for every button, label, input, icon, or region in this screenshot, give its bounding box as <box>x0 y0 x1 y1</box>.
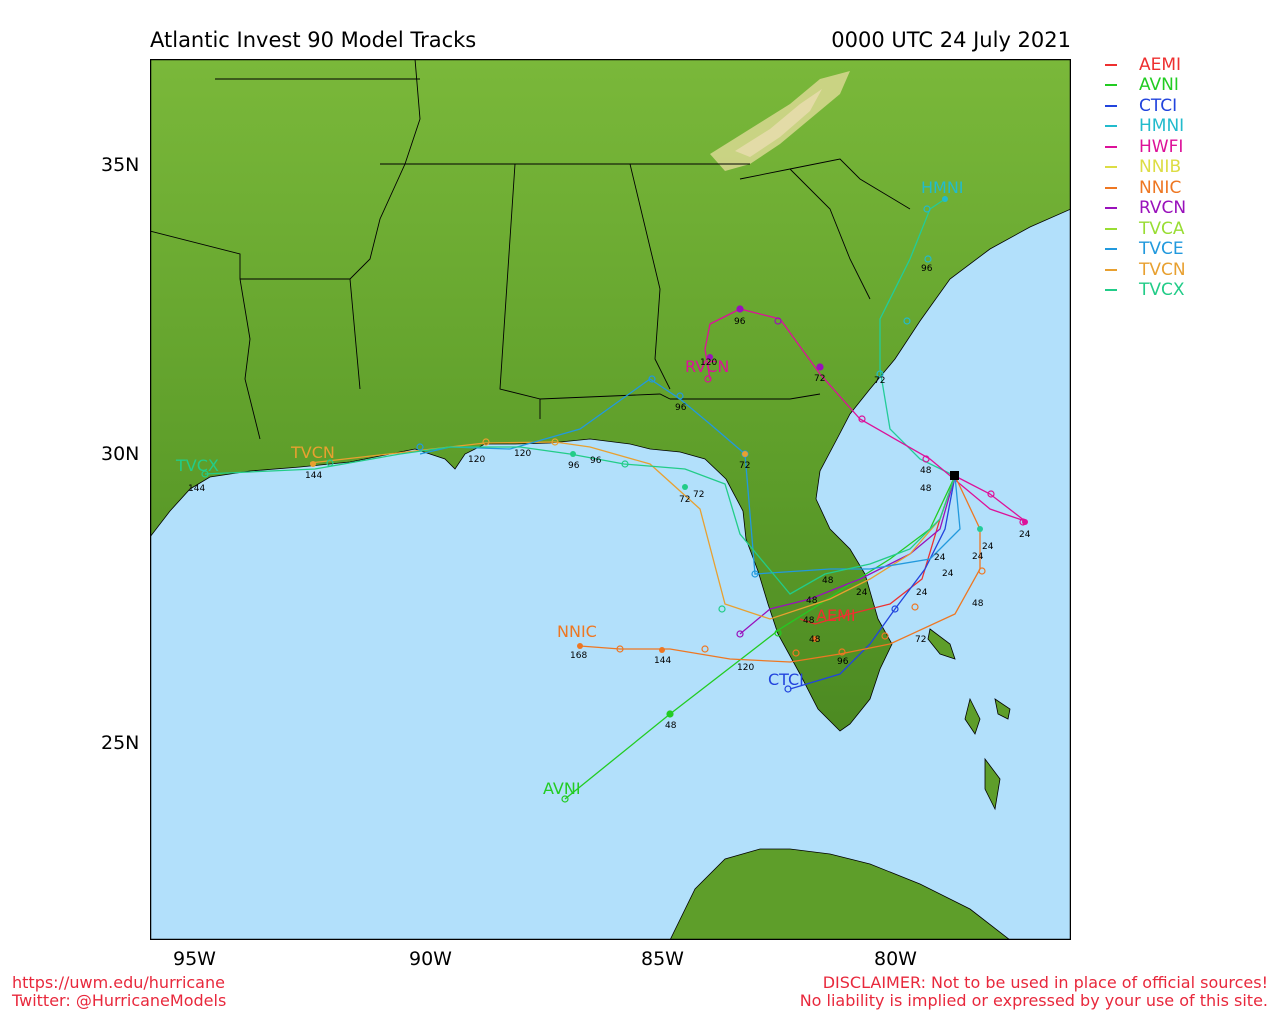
hour-label: 144 <box>305 471 323 481</box>
hour-label: 72 <box>739 461 751 471</box>
hour-label: 48 <box>806 596 818 606</box>
hour-label: 24 <box>856 588 868 598</box>
y-tick-25n: 25N <box>101 732 140 754</box>
label-ctci: CTCI <box>768 670 804 689</box>
track-ctci <box>789 475 956 690</box>
land-bahamas <box>927 628 1011 811</box>
hour-label: 24 <box>916 588 928 598</box>
y-tick-30n: 30N <box>101 443 140 465</box>
hour-label: 96 <box>921 264 933 274</box>
hour-label: 96 <box>590 456 602 466</box>
legend-item-hwfi: HWFI <box>1105 137 1183 157</box>
track-rvcn <box>739 475 956 635</box>
legend-item-ctci: CTCI <box>1105 96 1177 116</box>
hour-label: 120 <box>737 663 755 673</box>
hour-label: 144 <box>188 484 206 494</box>
label-aemi: AEMI <box>816 606 856 625</box>
track-hwfi <box>704 308 1026 522</box>
track-tvcx <box>204 446 956 595</box>
legend-item-rvcn: RVCN <box>1105 198 1186 218</box>
hour-label: 72 <box>679 495 691 505</box>
label-nnic: NNIC <box>557 622 597 641</box>
hour-label: 24 <box>1019 530 1031 540</box>
label-rvcn: RVCN <box>685 357 730 376</box>
legend-item-nnib: NNIB <box>1105 157 1181 177</box>
hour-label: 96 <box>675 403 687 413</box>
hour-label: 48 <box>665 721 677 731</box>
hour-label: 72 <box>693 490 705 500</box>
label-tvcn: TVCN <box>291 443 335 462</box>
footer-twitter[interactable]: Twitter: @HurricaneModels <box>12 991 227 1010</box>
hour-label: 24 <box>934 553 946 563</box>
footer-disclaimer-line1: DISCLAIMER: Not to be used in place of o… <box>822 973 1268 992</box>
storm-origin-marker <box>950 471 959 480</box>
hour-label: 144 <box>654 656 672 666</box>
hour-label: 120 <box>514 449 532 459</box>
hour-label: 24 <box>972 552 984 562</box>
legend-item-avni: AVNI <box>1105 75 1179 95</box>
legend-item-tvca: TVCA <box>1105 219 1185 239</box>
legend-item-tvcx: TVCX <box>1105 280 1185 300</box>
hour-label: 24 <box>942 569 954 579</box>
x-tick-80w: 80W <box>874 948 917 970</box>
hour-label: 168 <box>570 651 588 661</box>
hour-label: 48 <box>803 616 815 626</box>
legend-item-aemi: AEMI <box>1105 55 1181 75</box>
legend-item-tvcn: TVCN <box>1105 260 1186 280</box>
hour-label: 48 <box>809 635 821 645</box>
land-cuba <box>669 848 1011 940</box>
track-tvcn <box>309 441 956 620</box>
state-borders <box>150 59 911 440</box>
hour-label: 72 <box>814 374 826 384</box>
hour-label: 72 <box>915 635 927 645</box>
footer-disclaimer-line2: No liability is implied or expressed by … <box>799 991 1268 1010</box>
label-tvcx: TVCX <box>176 456 219 475</box>
y-tick-35n: 35N <box>101 154 140 176</box>
hour-label: 48 <box>822 576 834 586</box>
hour-label: 24 <box>982 542 994 552</box>
hour-label: 48 <box>920 484 932 494</box>
map-title: Atlantic Invest 90 Model Tracks <box>150 28 477 52</box>
track-tvce <box>419 378 961 575</box>
hour-label: 48 <box>920 466 932 476</box>
x-tick-95w: 95W <box>173 948 216 970</box>
legend-item-hmni: HMNI <box>1105 116 1184 136</box>
footer-url[interactable]: https://uwm.edu/hurricane <box>12 973 225 992</box>
hour-label: 120 <box>468 455 486 465</box>
hour-label: 96 <box>568 461 580 471</box>
label-hmni: HMNI <box>921 178 964 197</box>
hour-label: 120 <box>700 358 718 368</box>
legend-item-nnic: NNIC <box>1105 178 1181 198</box>
track-avni <box>564 475 956 800</box>
x-tick-85w: 85W <box>641 948 684 970</box>
track-hmni <box>879 198 956 477</box>
track-map <box>150 59 1071 940</box>
map-timestamp: 0000 UTC 24 July 2021 <box>831 28 1071 52</box>
x-tick-90w: 90W <box>409 948 452 970</box>
hour-label: 96 <box>734 317 746 327</box>
hour-label: 48 <box>972 599 984 609</box>
legend-item-tvce: TVCE <box>1105 239 1184 259</box>
hour-label: 72 <box>874 376 886 386</box>
label-avni: AVNI <box>543 779 581 798</box>
hour-label: 96 <box>837 657 849 667</box>
